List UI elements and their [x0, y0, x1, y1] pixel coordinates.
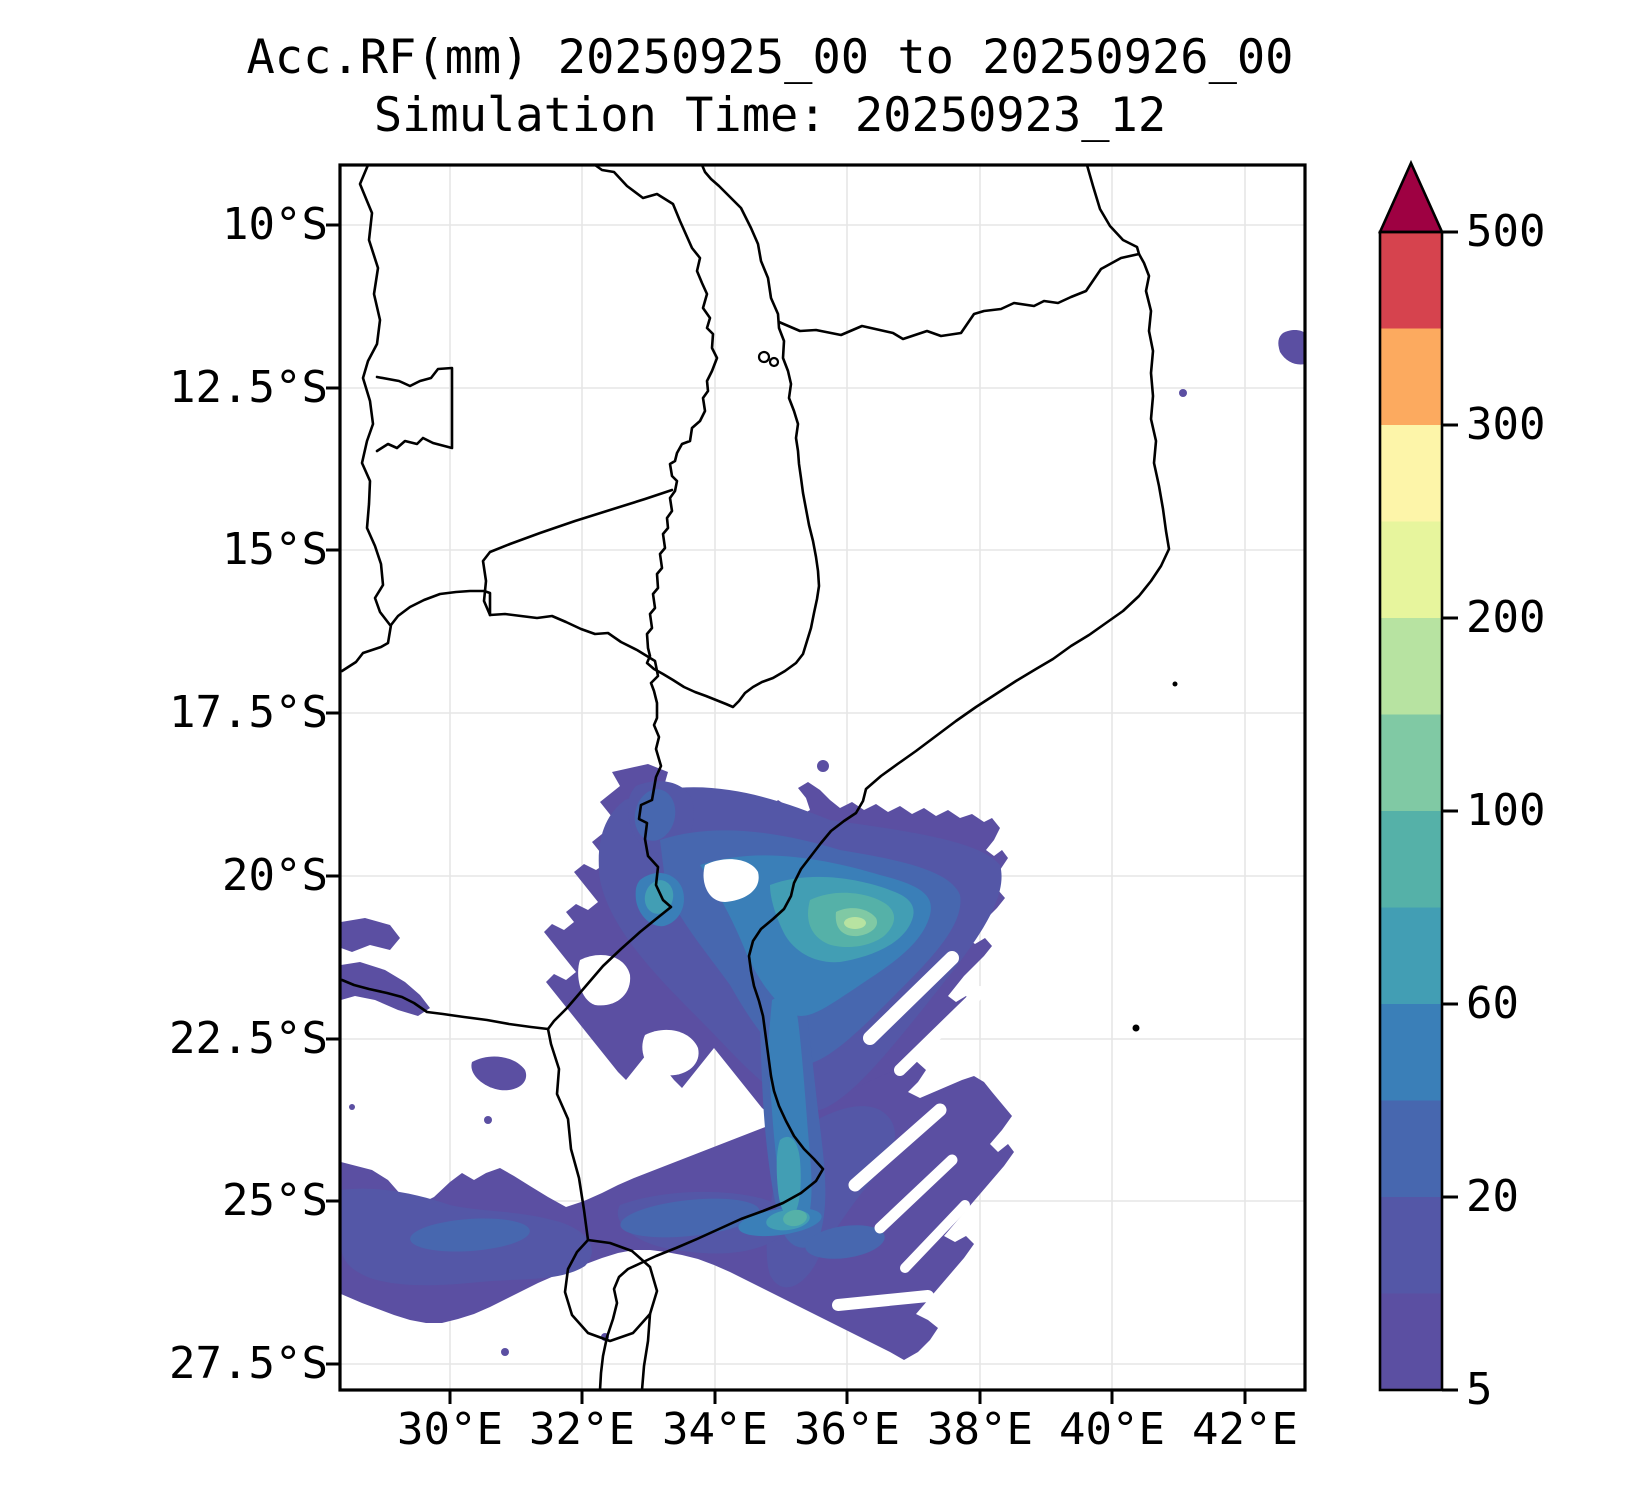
colorbar: [1377, 159, 1458, 1392]
cbtick-60: 60: [1466, 978, 1519, 1029]
ytick-17-5s: 17.5°S: [169, 687, 328, 738]
small-island-dot: [1132, 1024, 1140, 1032]
ytick-12-5s: 12.5°S: [169, 362, 328, 413]
rain-gaps: [578, 859, 986, 1311]
cbtick-300: 300: [1466, 399, 1546, 450]
cbtick-500: 500: [1466, 206, 1546, 257]
axis-ticks: [326, 223, 1247, 1404]
xtick-40e: 40°E: [1059, 1404, 1165, 1455]
border-zambezi-zimbabwe: [340, 589, 673, 1031]
ytick-15s: 15°S: [222, 524, 328, 575]
border-botswana: [340, 978, 550, 1031]
rain-contour-l8: [844, 917, 866, 929]
xtick-38e: 38°E: [927, 1404, 1033, 1455]
border-zambia-west: [358, 163, 392, 627]
cbtick-100: 100: [1466, 785, 1546, 836]
cbtick-200: 200: [1466, 592, 1546, 643]
plot-subtitle: Simulation Time: 20250923_12: [373, 88, 1167, 143]
ytick-25s: 25°S: [222, 1175, 328, 1226]
chizumulu-island: [768, 356, 780, 368]
ytick-20s: 20°S: [222, 850, 328, 901]
likoma-island: [757, 350, 771, 364]
map-frame: [338, 163, 1307, 1392]
map-borders: [340, 163, 1178, 1392]
plot-title: Acc.RF(mm) 20250925_00 to 20250926_00: [246, 30, 1294, 85]
xtick-30e: 30°E: [397, 1404, 503, 1455]
border-south-africa-mozambique: [546, 1027, 590, 1242]
cbtick-20: 20: [1466, 1171, 1519, 1222]
colorbar-over-arrow: [1377, 159, 1445, 234]
ytick-10s: 10°S: [222, 199, 328, 250]
border-malawi: [593, 163, 821, 709]
xtick-42e: 42°E: [1192, 1404, 1298, 1455]
small-island-dot-2: [1172, 681, 1178, 687]
xtick-34e: 34°E: [662, 1404, 768, 1455]
border-zambia-mozambique: [481, 488, 674, 617]
coastline: [598, 163, 1171, 1392]
border-tanzania-mozambique: [777, 252, 1141, 341]
xtick-36e: 36°E: [794, 1404, 900, 1455]
colorbar-ticks: [1442, 230, 1458, 1392]
rainfall-layer: [341, 329, 1305, 1360]
border-south-of-eswatini: [640, 1312, 652, 1392]
xtick-32e: 32°E: [529, 1404, 635, 1455]
border-eswatini: [563, 1238, 659, 1343]
ytick-22-5s: 22.5°S: [169, 1013, 328, 1064]
border-zambia-notch: [375, 366, 454, 453]
ytick-27-5s: 27.5°S: [169, 1338, 328, 1389]
cbtick-5: 5: [1466, 1364, 1493, 1415]
